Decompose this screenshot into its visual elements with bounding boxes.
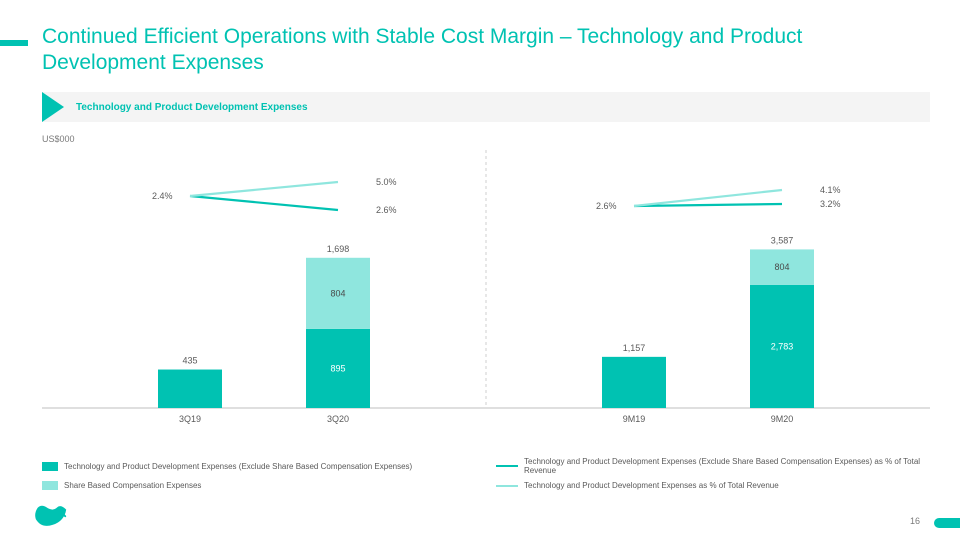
line-value-label: 2.6% xyxy=(596,201,617,211)
section-label: Technology and Product Development Expen… xyxy=(76,102,308,113)
bar-segment xyxy=(158,370,222,408)
category-label: 3Q20 xyxy=(327,414,349,424)
bar-value-label: 895 xyxy=(330,363,345,373)
legend-swatch-box xyxy=(42,462,58,471)
line-value-label: 5.0% xyxy=(376,177,397,187)
line-value-label: 3.2% xyxy=(820,199,841,209)
corner-accent xyxy=(934,518,960,528)
legend-swatch-line xyxy=(496,465,518,467)
legend-item: Technology and Product Development Expen… xyxy=(42,457,476,475)
section-header: Technology and Product Development Expen… xyxy=(42,92,930,122)
line-value-label: 2.4% xyxy=(152,191,173,201)
legend-item: Technology and Product Development Expen… xyxy=(496,457,930,475)
bar-total-label: 1,698 xyxy=(327,244,350,254)
page-title: Continued Efficient Operations with Stab… xyxy=(42,24,930,77)
bar-value-label: 804 xyxy=(774,262,789,272)
brand-logo-icon xyxy=(32,502,70,530)
chevron-right-icon xyxy=(42,92,64,122)
chart-svg: 435 3Q19 895 804 1,698 3Q20 2.4% 2.6% 5.0% 1,157 9… xyxy=(42,150,930,430)
slide: Continued Efficient Operations with Stab… xyxy=(0,0,960,540)
legend-label: Share Based Compensation Expenses xyxy=(64,481,201,490)
line-value-label: 4.1% xyxy=(820,185,841,195)
category-label: 9M19 xyxy=(623,414,646,424)
bar-value-label: 2,783 xyxy=(771,341,794,351)
title-accent xyxy=(0,40,28,46)
legend-label: Technology and Product Development Expen… xyxy=(524,457,930,475)
category-label: 9M20 xyxy=(771,414,794,424)
legend-swatch-line xyxy=(496,485,518,487)
chart-area: 435 3Q19 895 804 1,698 3Q20 2.4% 2.6% 5.0% 1,157 9… xyxy=(42,150,930,430)
legend-swatch-box xyxy=(42,481,58,490)
legend-label: Technology and Product Development Expen… xyxy=(524,481,779,490)
legend-item: Share Based Compensation Expenses xyxy=(42,481,476,490)
bar-total-label: 435 xyxy=(182,356,197,366)
legend-label: Technology and Product Development Expen… xyxy=(64,462,412,471)
line-value-label: 2.6% xyxy=(376,205,397,215)
bar-value-label: 804 xyxy=(330,288,345,298)
legend-item: Technology and Product Development Expen… xyxy=(496,481,930,490)
trend-line xyxy=(190,182,338,196)
legend: Technology and Product Development Expen… xyxy=(42,457,930,490)
unit-label: US$000 xyxy=(42,134,75,144)
bar-segment xyxy=(602,357,666,408)
bar-total-label: 1,157 xyxy=(623,343,646,353)
trend-line xyxy=(190,196,338,210)
bar-total-label: 3,587 xyxy=(771,235,794,245)
page-number: 16 xyxy=(910,516,920,526)
category-label: 3Q19 xyxy=(179,414,201,424)
